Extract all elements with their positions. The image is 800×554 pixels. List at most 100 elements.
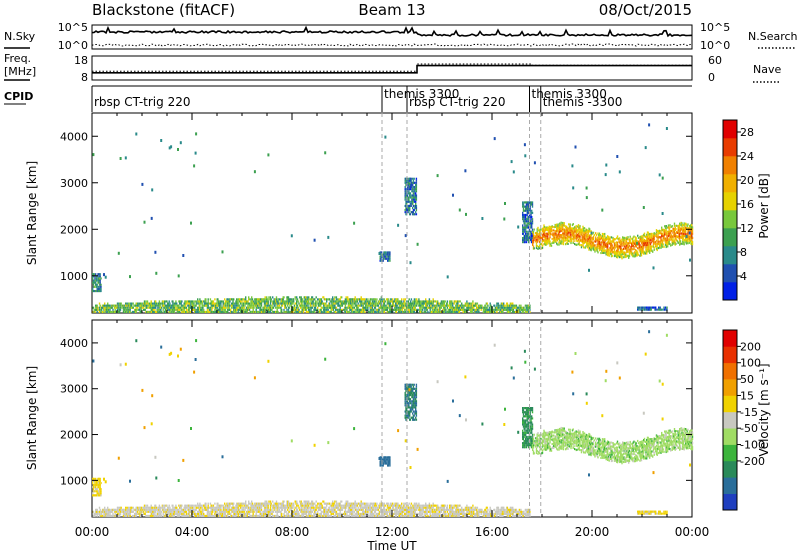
power-cell — [528, 209, 530, 212]
power-cell — [248, 306, 250, 309]
velocity-cell — [96, 512, 98, 515]
power-cell — [108, 304, 110, 307]
power-cell — [285, 310, 287, 313]
power-cell — [125, 310, 127, 313]
nsky-tick-low: 10^0 — [58, 39, 88, 52]
power-cell — [525, 213, 527, 216]
power-cell — [514, 306, 516, 309]
power-cell — [287, 304, 289, 307]
power-cell — [569, 227, 571, 230]
power-cell — [236, 302, 238, 305]
velocity-cell — [193, 504, 195, 507]
power-cell — [95, 308, 97, 311]
power-cell — [268, 296, 270, 299]
power-cell — [537, 226, 539, 229]
power-cell — [658, 308, 660, 311]
power-cell — [646, 241, 649, 244]
power-cell — [522, 224, 524, 227]
power-cell — [436, 306, 438, 309]
power-cell — [642, 206, 645, 209]
power-cell — [340, 304, 342, 307]
power-cell — [384, 304, 386, 307]
power-cell — [572, 227, 574, 230]
power-cell — [154, 306, 156, 309]
power-cell — [575, 239, 577, 242]
power-cell — [440, 306, 443, 309]
power-cell — [418, 298, 420, 301]
power-cell — [98, 306, 101, 309]
power-cell — [344, 308, 347, 311]
power-cell — [95, 281, 97, 284]
power-cell — [682, 237, 685, 240]
power-cell — [100, 285, 102, 288]
velocity-cell — [138, 508, 140, 511]
power-cell — [604, 249, 606, 252]
power-cell — [293, 308, 295, 311]
power-cell — [268, 298, 270, 301]
velocity-cell — [95, 508, 97, 511]
power-cell — [216, 300, 218, 303]
power-cell — [357, 306, 359, 309]
power-cell — [138, 304, 140, 307]
power-cell — [312, 310, 314, 313]
power-cell — [528, 205, 530, 208]
power-cell — [515, 310, 518, 313]
power-cell — [383, 298, 386, 301]
power-cell — [644, 308, 646, 311]
velocity-cell — [155, 508, 157, 511]
power-cell — [623, 251, 625, 254]
power-cell — [578, 235, 580, 238]
velocity-cell — [206, 506, 209, 509]
power-cell — [467, 308, 470, 311]
power-cell — [656, 308, 658, 311]
power-cell — [340, 300, 342, 303]
power-cell — [159, 310, 161, 313]
power-cell — [655, 239, 658, 242]
power-cell — [577, 229, 579, 232]
power-cell — [563, 236, 565, 239]
power-cell — [541, 238, 544, 241]
power-cell — [563, 222, 565, 225]
power-cell — [602, 233, 604, 236]
power-cell — [469, 306, 471, 309]
power-cell — [149, 302, 151, 305]
power-cell — [287, 296, 290, 299]
power-cell — [470, 306, 473, 309]
power-cell — [109, 308, 111, 311]
power-cell — [398, 304, 401, 307]
power-cell — [662, 308, 664, 311]
power-cell — [463, 304, 465, 307]
power-cell — [368, 310, 370, 313]
power-cell — [522, 218, 524, 221]
power-cell — [648, 243, 650, 246]
velocity-cell — [105, 508, 107, 511]
power-cell — [107, 308, 109, 311]
velocity-cell — [98, 512, 101, 515]
power-cell — [395, 308, 398, 311]
power-cell — [532, 232, 535, 235]
power-cell — [250, 298, 252, 301]
power-cell — [504, 202, 506, 205]
power-cell — [132, 302, 134, 305]
power-cell — [403, 306, 405, 309]
power-cell — [639, 254, 641, 257]
power-scatter-cells — [92, 123, 694, 313]
power-cell — [631, 253, 633, 256]
velocity-cell — [128, 512, 130, 515]
power-cell — [691, 238, 693, 241]
velocity-cell — [164, 514, 167, 517]
power-cell — [553, 241, 555, 244]
velocity-cell — [154, 506, 156, 509]
power-cell — [197, 302, 200, 305]
power-cell — [531, 222, 533, 225]
power-cell — [433, 304, 435, 307]
power-cell — [100, 290, 102, 293]
power-cell — [686, 227, 688, 230]
power-cell — [410, 298, 413, 301]
velocity-cell — [164, 510, 167, 513]
nave-tick-low: 0 — [708, 71, 715, 84]
power-cell — [522, 226, 524, 229]
power-cell — [377, 304, 380, 307]
velocity-cell — [104, 512, 106, 515]
power-cell — [678, 241, 680, 244]
